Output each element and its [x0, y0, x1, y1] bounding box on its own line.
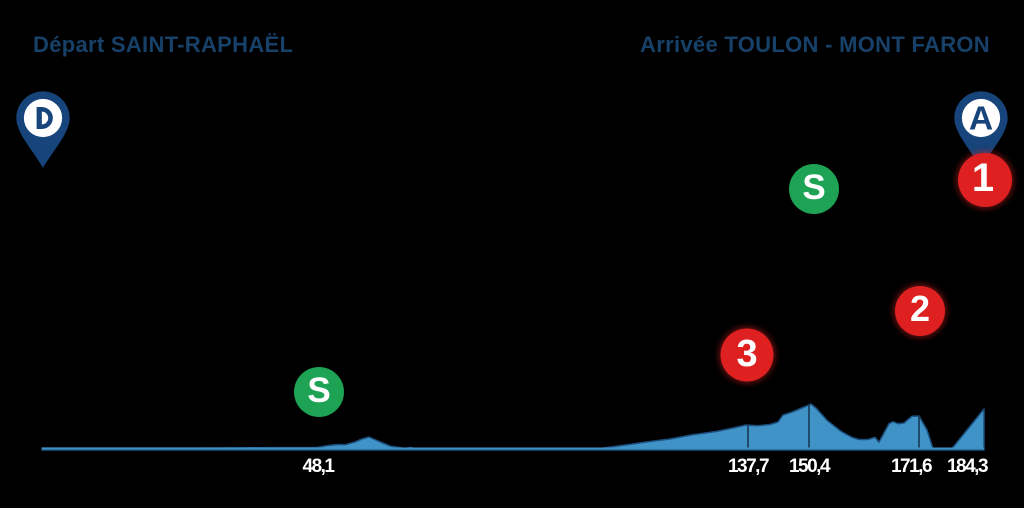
svg-text:S: S: [802, 168, 825, 207]
svg-text:S: S: [307, 371, 330, 410]
svg-text:184,3: 184,3: [947, 456, 988, 477]
svg-text:48,1: 48,1: [303, 456, 336, 477]
svg-text:A: A: [969, 101, 993, 138]
svg-text:137,7: 137,7: [728, 456, 769, 477]
svg-text:3: 3: [736, 333, 757, 375]
svg-text:150,4: 150,4: [789, 456, 831, 477]
svg-text:171,6: 171,6: [891, 456, 932, 477]
svg-text:2: 2: [910, 288, 930, 329]
svg-text:1: 1: [972, 156, 994, 200]
